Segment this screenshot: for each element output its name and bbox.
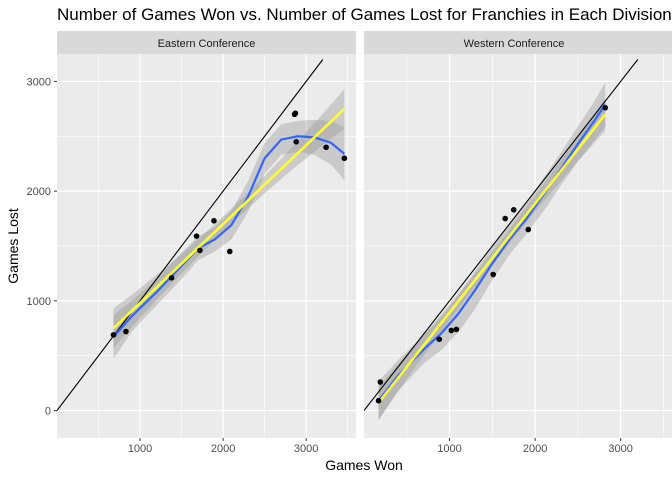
panel-eastern-conference: Eastern Conference	[57, 31, 356, 438]
strip-label: Western Conference	[464, 38, 565, 50]
linear-fit-line	[377, 113, 607, 404]
gridlines	[57, 54, 356, 438]
data-point	[490, 271, 496, 278]
data-point	[510, 206, 517, 213]
y-tick-label: 2000	[27, 186, 51, 198]
data-point	[525, 226, 532, 233]
y-axis: 0 1000 2000 3000	[27, 76, 57, 418]
data-point	[292, 110, 299, 117]
y-tick-label: 3000	[27, 76, 51, 88]
chart-title: Number of Games Won vs. Number of Games …	[57, 5, 672, 24]
data-point	[226, 248, 233, 255]
data-point	[197, 247, 203, 254]
y-tick-label: 1000	[27, 296, 51, 308]
data-points	[110, 110, 348, 338]
strip-bg	[364, 31, 672, 54]
data-point	[453, 326, 460, 333]
data-point	[123, 328, 129, 335]
data-point	[323, 144, 329, 151]
x-axis: 1000 2000 3000 1000 2000 3000	[128, 438, 633, 455]
x-tick-label: 3000	[294, 443, 318, 455]
y-tick-label: 0	[45, 406, 51, 418]
reference-line	[364, 59, 639, 411]
data-point	[293, 138, 300, 145]
reference-line	[57, 59, 324, 411]
x-tick-label: 2000	[523, 443, 547, 455]
data-point	[110, 332, 117, 338]
fit-lines	[57, 59, 346, 411]
data-point	[602, 104, 609, 111]
x-axis-label: Games Won	[325, 457, 403, 473]
data-point	[341, 155, 348, 162]
fit-lines	[364, 59, 639, 411]
panel-western-conference: Western Conference	[364, 31, 672, 438]
loess-line	[377, 103, 607, 402]
strip-bg	[57, 31, 356, 54]
loess-ribbon	[113, 119, 345, 360]
gridlines	[364, 54, 672, 438]
loess-line	[112, 135, 346, 338]
x-tick-label: 3000	[608, 443, 632, 455]
data-point	[375, 397, 382, 404]
data-point	[193, 233, 200, 239]
data-point	[168, 275, 175, 281]
x-tick-label: 1000	[437, 443, 461, 455]
x-tick-label: 2000	[211, 443, 235, 455]
x-tick-label: 1000	[128, 443, 152, 455]
data-point	[211, 217, 217, 224]
data-point	[436, 336, 443, 343]
loess-ribbon	[378, 82, 606, 421]
data-point	[502, 215, 508, 222]
linear-fit-line	[112, 107, 346, 330]
y-axis-label: Games Lost	[5, 208, 21, 284]
strip-label: Eastern Conference	[158, 38, 256, 50]
data-points	[375, 104, 609, 404]
data-point	[377, 379, 384, 385]
data-point	[448, 327, 455, 334]
